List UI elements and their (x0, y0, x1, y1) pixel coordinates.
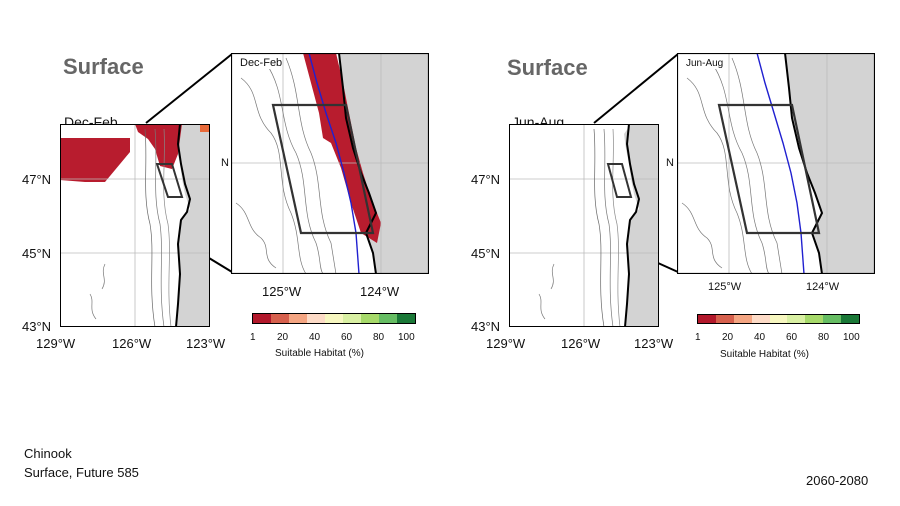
colorbar-tick: 1 (695, 332, 701, 343)
colorbar-tick: 20 (722, 332, 734, 343)
colorbar-tick: 80 (818, 332, 830, 343)
habitat-region (60, 138, 130, 182)
colorbar-tick: 40 (309, 332, 321, 343)
current-line (756, 53, 805, 274)
habitat-region (200, 124, 209, 132)
coastline (784, 53, 824, 274)
colorbar (697, 314, 860, 324)
bathymetry-contour (154, 128, 165, 327)
colorbar-tick: 100 (843, 332, 860, 343)
colorbar-label: Suitable Habitat (%) (275, 348, 364, 359)
zoom-region-box (717, 103, 821, 235)
lon-tick: 123°W (634, 336, 674, 351)
land-area (339, 53, 429, 274)
bathymetry-contour (240, 77, 307, 274)
current-line (308, 53, 360, 274)
lat-tick: 45°N (471, 246, 501, 261)
colorbar-tick: 60 (341, 332, 353, 343)
colorbar-tick: 80 (373, 332, 385, 343)
lat-tick: 47°N (471, 172, 501, 187)
coastline (175, 124, 192, 327)
bathymetry-contour (603, 128, 614, 327)
colorbar (252, 313, 416, 324)
main-map (509, 124, 659, 327)
inset-map (677, 53, 875, 274)
inset-map (231, 53, 429, 274)
inset-season-label: Dec-Feb (240, 57, 283, 69)
coastline (624, 124, 641, 327)
bathymetry-contour (265, 62, 324, 274)
inset-lat-tick: N (221, 157, 229, 169)
colorbar-label: Suitable Habitat (%) (720, 349, 809, 360)
bathymetry-contour (593, 128, 605, 327)
bathymetry-contour (144, 128, 156, 327)
zoom-region-box (606, 163, 633, 198)
lon-tick: 129°W (36, 336, 76, 351)
zoom-region-box (155, 163, 184, 198)
lat-tick: 43°N (471, 319, 501, 334)
colorbar-tick: 1 (250, 332, 256, 343)
species-label: Chinook (24, 446, 72, 461)
bathymetry-contour (711, 62, 770, 274)
bathymetry-contour (686, 77, 753, 274)
colorbar-tick: 20 (277, 332, 289, 343)
lat-tick: 43°N (22, 319, 52, 334)
lon-tick: 123°W (186, 336, 226, 351)
colorbar-tick: 100 (398, 332, 415, 343)
land-area (785, 53, 875, 274)
footer-caption: Chinook Surface, Future 585 (24, 444, 139, 482)
bathymetry-contour (163, 128, 172, 327)
habitat-region (135, 124, 182, 169)
lon-tick: 126°W (561, 336, 601, 351)
bathymetry-contour (285, 57, 337, 274)
inset-lon-tick: 124°W (360, 284, 400, 299)
inset-lon-tick: 125°W (708, 281, 742, 293)
inset-lat-tick: N (666, 157, 674, 169)
bathymetry-contour (612, 128, 621, 327)
inset-lon-tick: 124°W (806, 281, 840, 293)
lon-tick: 129°W (486, 336, 526, 351)
lat-tick: 45°N (22, 246, 52, 261)
inset-season-label: Jun-Aug (686, 58, 724, 69)
colorbar-tick: 40 (754, 332, 766, 343)
panel-title: Surface (507, 55, 588, 80)
coastline (338, 53, 378, 274)
bathymetry-contour (731, 57, 783, 274)
main-map (60, 124, 210, 327)
scenario-label: Surface, Future 585 (24, 465, 139, 480)
panel-title: Surface (63, 54, 144, 79)
lat-tick: 47°N (22, 172, 52, 187)
inset-lon-tick: 125°W (262, 284, 302, 299)
zoom-region-box (271, 103, 375, 235)
colorbar-tick: 60 (786, 332, 798, 343)
lon-tick: 126°W (112, 336, 152, 351)
period-label: 2060-2080 (806, 473, 869, 488)
